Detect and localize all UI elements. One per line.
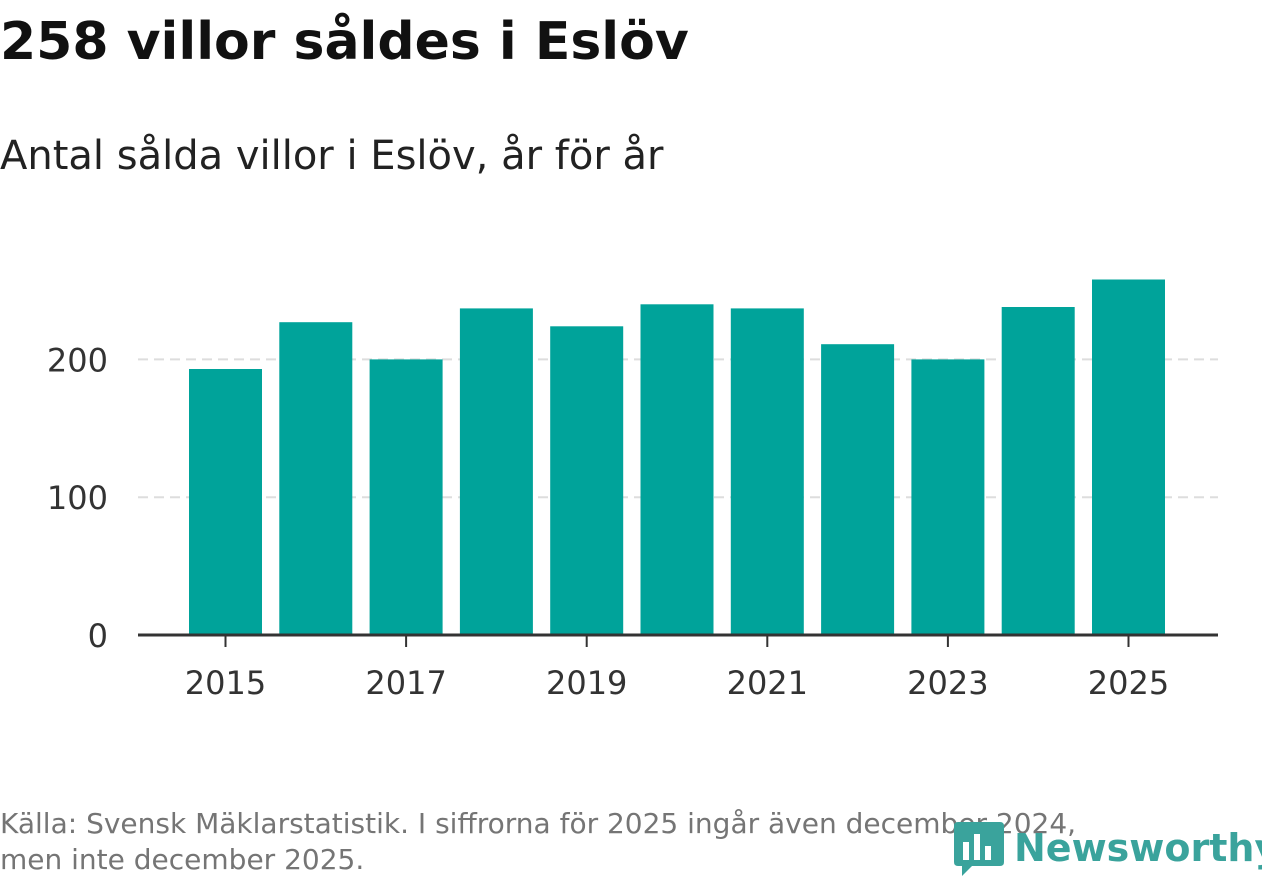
chart-title: 258 villor såldes i Eslöv xyxy=(0,12,689,72)
bar-2022 xyxy=(821,344,895,635)
bar-2019 xyxy=(550,326,624,635)
x-tick-label: 2017 xyxy=(365,664,446,702)
x-axis xyxy=(138,633,1218,647)
bars xyxy=(189,279,1165,635)
x-tick-label: 2019 xyxy=(546,664,627,702)
bar-2018 xyxy=(459,308,533,635)
y-axis-labels: 0 100 200 xyxy=(47,341,108,655)
source-note: Källa: Svensk Mäklarstatistik. I siffror… xyxy=(0,806,1200,878)
y-tick-label: 100 xyxy=(47,479,108,517)
chart-subtitle: Antal sålda villor i Eslöv, år för år xyxy=(0,133,664,179)
source-line-1: Källa: Svensk Mäklarstatistik. I siffror… xyxy=(0,807,1077,840)
bar-2016 xyxy=(279,322,353,635)
bar-2024 xyxy=(1001,307,1075,635)
bar-2023 xyxy=(911,359,985,635)
bar-2025 xyxy=(1092,279,1165,635)
x-tick-label: 2021 xyxy=(727,664,808,702)
newsworthy-bar-chart-logo-icon xyxy=(954,822,1004,876)
x-tick-label: 2015 xyxy=(185,664,266,702)
x-tick-label: 2025 xyxy=(1088,664,1169,702)
newsworthy-logo: Newsworthy xyxy=(950,818,1262,878)
x-tick-label: 2023 xyxy=(907,664,988,702)
bar-2020 xyxy=(640,304,714,635)
bar-2017 xyxy=(369,359,443,635)
source-line-2: men inte december 2025. xyxy=(0,843,365,876)
y-tick-label: 200 xyxy=(47,341,108,379)
bar-2015 xyxy=(189,369,262,635)
x-axis-labels: 2015 2017 2019 2021 2023 2025 xyxy=(185,664,1169,702)
y-tick-label: 0 xyxy=(88,617,108,655)
brand-name: Newsworthy xyxy=(1014,826,1262,870)
bar-2021 xyxy=(730,308,804,635)
